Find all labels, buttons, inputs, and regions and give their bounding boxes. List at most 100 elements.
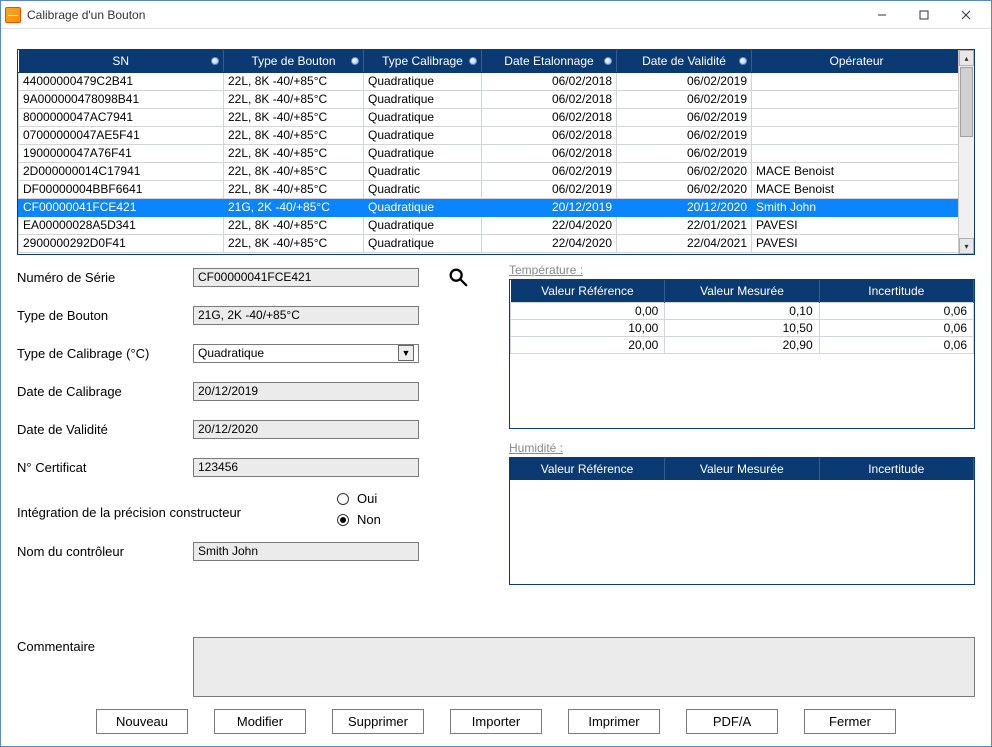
field-type-calib-value: Quadratique (198, 346, 264, 360)
table-cell: 10,00 (511, 319, 665, 336)
table-cell: Quadratique (364, 144, 482, 162)
scroll-up-icon[interactable]: ▴ (959, 50, 974, 66)
table-cell: 22/04/2020 (482, 234, 617, 252)
table-cell: 1900000047A76F41 (19, 144, 224, 162)
humidite-table: Valeur RéférenceValeur MesuréeIncertitud… (509, 457, 975, 585)
grid-header[interactable]: Opérateur (752, 50, 959, 72)
table-row[interactable]: 20,0020,900,06 (511, 336, 974, 353)
grid-header[interactable]: Type Calibrage (364, 50, 482, 72)
minimize-button[interactable] (861, 2, 903, 28)
filter-icon[interactable] (739, 57, 747, 65)
table-cell: Quadratic (364, 162, 482, 180)
table-cell: 22/01/2021 (617, 216, 752, 234)
table-cell: 22L, 8K -40/+85°C (224, 126, 364, 144)
modifier-button[interactable]: Modifier (214, 709, 306, 734)
table-cell: 22L, 8K -40/+85°C (224, 90, 364, 108)
field-type-bouton[interactable]: 21G, 2K -40/+85°C (193, 306, 419, 325)
field-commentaire[interactable] (193, 637, 975, 697)
table-cell: Quadratic (364, 180, 482, 198)
table-row[interactable]: 10,0010,500,06 (511, 319, 974, 336)
table-cell: Quadratique (364, 126, 482, 144)
dropdown-icon[interactable]: ▼ (398, 345, 414, 361)
table-cell: 06/02/2019 (617, 72, 752, 90)
table-cell: 0,06 (819, 319, 973, 336)
table-cell (752, 90, 959, 108)
sub-header: Incertitude (819, 280, 973, 302)
field-sn[interactable]: CF00000041FCE421 (193, 268, 419, 287)
search-button[interactable] (445, 264, 471, 290)
scroll-down-icon[interactable]: ▾ (959, 238, 974, 254)
table-cell: Quadratique (364, 90, 482, 108)
table-cell: 44000000479C2B41 (19, 72, 224, 90)
pdfa-button[interactable]: PDF/A (686, 709, 778, 734)
table-row[interactable]: 07000000047AE5F4122L, 8K -40/+85°CQuadra… (19, 126, 959, 144)
table-cell: 9A000000478098B41 (19, 90, 224, 108)
supprimer-button[interactable]: Supprimer (332, 709, 424, 734)
fermer-button[interactable]: Fermer (804, 709, 896, 734)
filter-icon[interactable] (211, 57, 219, 65)
table-cell: MACE Benoist (752, 162, 959, 180)
radio-oui-label: Oui (357, 491, 377, 506)
right-panel: Température : Valeur RéférenceValeur Mes… (509, 263, 975, 637)
table-row[interactable]: DF00000004BBF664122L, 8K -40/+85°CQuadra… (19, 180, 959, 198)
table-cell: 2D000000014C17941 (19, 162, 224, 180)
table-cell: 8000000047AC7941 (19, 108, 224, 126)
window: Calibrage d'un Bouton SNType de BoutonTy… (0, 0, 992, 747)
table-cell: 22/04/2020 (482, 216, 617, 234)
close-button[interactable] (945, 2, 987, 28)
table-cell: PAVESI (752, 216, 959, 234)
table-row[interactable]: 0,000,100,06 (511, 302, 974, 319)
table-cell: 06/02/2018 (482, 108, 617, 126)
field-date-valid[interactable]: 20/12/2020 (193, 420, 419, 439)
scroll-thumb[interactable] (960, 67, 973, 137)
table-cell: EA00000028A5D341 (19, 216, 224, 234)
filter-icon[interactable] (604, 57, 612, 65)
sub-header: Valeur Mesurée (665, 280, 819, 302)
table-row[interactable]: CF00000041FCE42121G, 2K -40/+85°CQuadrat… (19, 198, 959, 216)
table-row[interactable]: 2900000292D0F4122L, 8K -40/+85°CQuadrati… (19, 234, 959, 252)
window-title: Calibrage d'un Bouton (27, 8, 861, 22)
field-controleur[interactable]: Smith John (193, 542, 419, 561)
table-cell: 06/02/2019 (482, 180, 617, 198)
filter-icon[interactable] (351, 57, 359, 65)
importer-button[interactable]: Importer (450, 709, 542, 734)
temperature-label: Température : (509, 263, 975, 277)
table-cell: 20/12/2020 (617, 198, 752, 216)
label-date-calib: Date de Calibrage (17, 384, 193, 399)
label-integration: Intégration de la précision constructeur (17, 491, 337, 520)
table-row[interactable]: 1900000047A76F4122L, 8K -40/+85°CQuadrat… (19, 144, 959, 162)
field-certificat[interactable]: 123456 (193, 458, 419, 477)
label-controleur: Nom du contrôleur (17, 544, 193, 559)
table-cell: Quadratique (364, 198, 482, 216)
grid-scrollbar[interactable]: ▴ ▾ (958, 50, 974, 254)
table-row[interactable]: 44000000479C2B4122L, 8K -40/+85°CQuadrat… (19, 72, 959, 90)
filter-icon[interactable] (469, 57, 477, 65)
table-cell (752, 144, 959, 162)
table-row[interactable]: 9A000000478098B4122L, 8K -40/+85°CQuadra… (19, 90, 959, 108)
radio-non[interactable]: Non (337, 512, 381, 527)
table-row[interactable]: 2D000000014C1794122L, 8K -40/+85°CQuadra… (19, 162, 959, 180)
grid-header[interactable]: Type de Bouton (224, 50, 364, 72)
nouveau-button[interactable]: Nouveau (96, 709, 188, 734)
table-cell: 22/04/2021 (617, 234, 752, 252)
form-panel: Numéro de Série CF00000041FCE421 Type de… (17, 263, 485, 637)
grid-header[interactable]: Date Etalonnage (482, 50, 617, 72)
table-cell: 06/02/2019 (617, 126, 752, 144)
table-cell (752, 126, 959, 144)
table-row[interactable]: EA00000028A5D34122L, 8K -40/+85°CQuadrat… (19, 216, 959, 234)
radio-oui[interactable]: Oui (337, 491, 381, 506)
table-cell: Quadratique (364, 72, 482, 90)
label-sn: Numéro de Série (17, 270, 193, 285)
grid-header[interactable]: Date de Validité (617, 50, 752, 72)
field-date-calib[interactable]: 20/12/2019 (193, 382, 419, 401)
sub-header: Incertitude (819, 458, 974, 480)
grid-header[interactable]: SN (19, 50, 224, 72)
table-row[interactable]: 8000000047AC794122L, 8K -40/+85°CQuadrat… (19, 108, 959, 126)
calibration-grid: SNType de BoutonType CalibrageDate Etalo… (17, 49, 975, 255)
imprimer-button[interactable]: Imprimer (568, 709, 660, 734)
field-type-calib[interactable]: Quadratique ▼ (193, 344, 419, 363)
maximize-button[interactable] (903, 2, 945, 28)
table-cell: 06/02/2020 (617, 162, 752, 180)
table-cell: 06/02/2018 (482, 72, 617, 90)
table-cell: 0,06 (819, 302, 973, 319)
